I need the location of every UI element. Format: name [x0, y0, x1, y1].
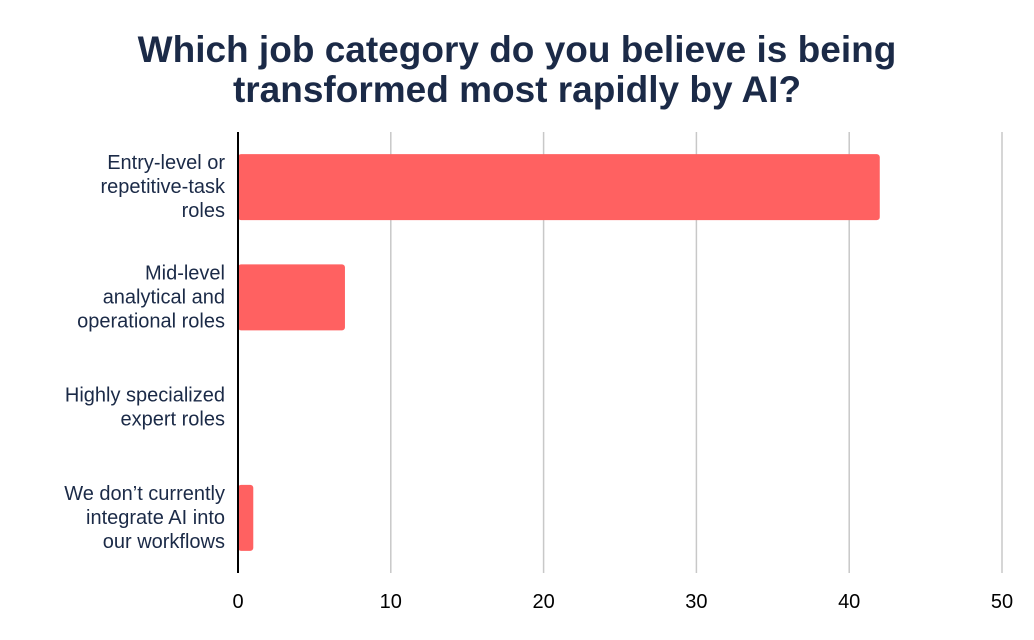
bar-1 [238, 264, 345, 331]
category-label-line: repetitive-task [101, 176, 226, 198]
x-tick-label-50: 50 [991, 591, 1013, 613]
category-label-line: roles [182, 200, 225, 222]
x-tick-label-20: 20 [532, 591, 554, 613]
category-label-line: We don’t currently [64, 483, 225, 505]
category-label-2: Highly specialized expert roles [65, 385, 225, 431]
category-label-line: our workflows [103, 531, 225, 553]
chart-title-line-1: Which job category do you believe is bei… [137, 29, 897, 70]
category-label-1: Mid-level analytical and operational roles [77, 262, 225, 332]
category-label-line: Mid-level [145, 262, 225, 284]
category-label-3: We don’t currently integrate AI into our w… [64, 483, 225, 553]
x-tick-label-10: 10 [380, 591, 402, 613]
category-label-line: integrate AI into [86, 507, 225, 529]
category-label-line: Highly specialized [65, 385, 225, 407]
bar-3 [238, 484, 254, 551]
category-label-0: Entry-level or repetitive-task roles [101, 152, 226, 222]
chart-title-line-2: transformed most rapidly by AI? [232, 69, 802, 110]
bar-0 [238, 154, 880, 221]
x-tick-label-30: 30 [685, 591, 707, 613]
category-label-line: expert roles [121, 409, 226, 431]
x-tick-label-40: 40 [838, 591, 860, 613]
category-label-line: Entry-level or [107, 152, 225, 174]
chart-title: Which job category do you believe is bei… [0, 30, 1034, 110]
category-label-line: operational roles [77, 310, 225, 332]
category-label-line: analytical and [103, 286, 225, 308]
x-tick-label-0: 0 [232, 591, 243, 613]
